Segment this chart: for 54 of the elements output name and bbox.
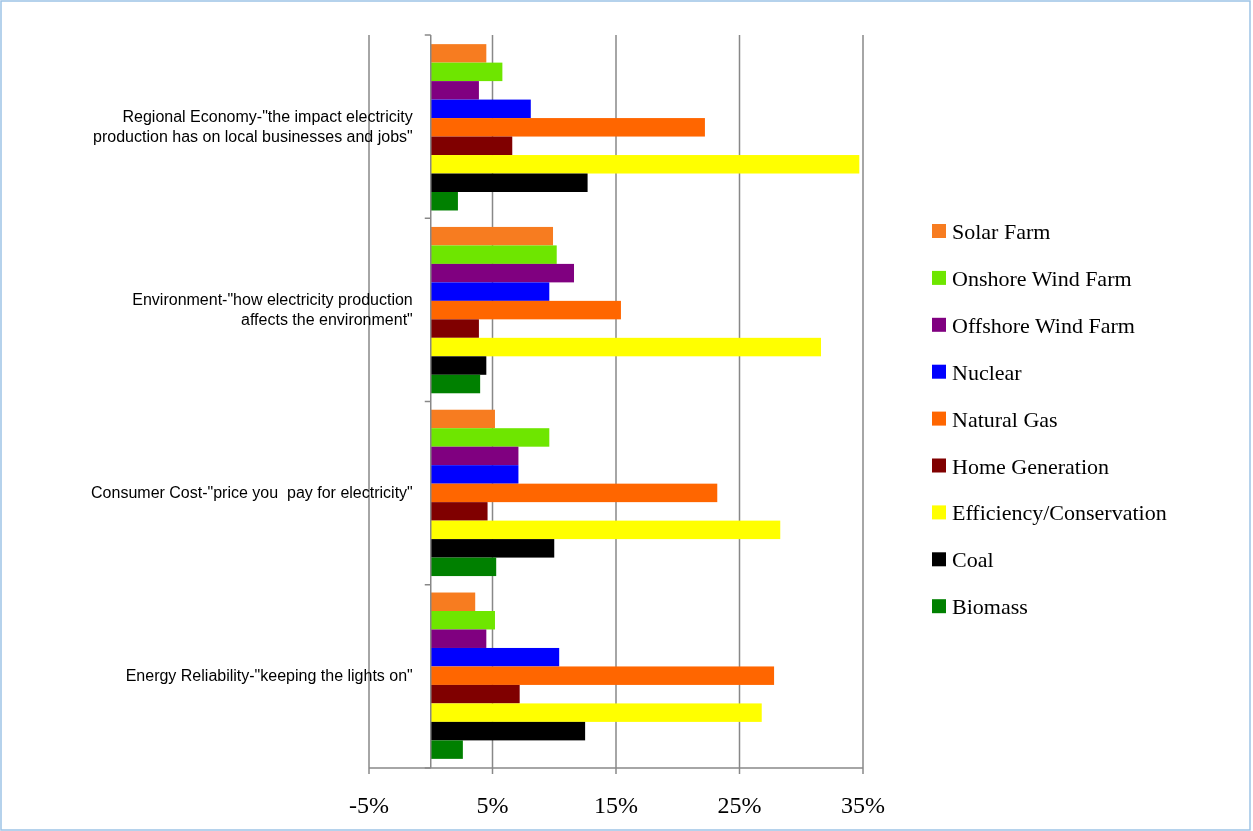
x-tick-label: -5% — [349, 792, 389, 818]
legend-label: Home Generation — [952, 453, 1109, 479]
bar — [430, 740, 463, 759]
bar — [430, 192, 458, 211]
x-tick-label: 35% — [841, 792, 885, 818]
bar — [430, 446, 519, 466]
bar — [430, 721, 586, 741]
y-tick-label: Consumer Cost-"price you pay for electricity" — [91, 483, 413, 501]
bar — [430, 611, 495, 630]
bar — [430, 502, 488, 521]
bar — [430, 629, 487, 648]
legend-label: Onshore Wind Farm — [952, 265, 1132, 291]
legend-label: Natural Gas — [952, 406, 1058, 432]
bar — [430, 666, 775, 685]
bar — [430, 155, 860, 174]
bar — [430, 118, 705, 137]
legend-label: Efficiency/Conservation — [952, 500, 1167, 526]
bar — [430, 173, 588, 192]
bar — [430, 465, 519, 484]
legend-label: Nuclear — [952, 359, 1023, 385]
x-tick-label: 5% — [476, 792, 509, 818]
y-tick-label: Regional Economy-"the impact electricity production has on local businesses and jobs" — [93, 108, 413, 146]
bar — [430, 539, 555, 558]
y-tick-label: Environment-"how electricity production affects the environment" — [132, 291, 413, 329]
x-tick-label: 15% — [594, 792, 638, 818]
legend-label: Solar Farm — [952, 219, 1051, 244]
bar — [430, 356, 487, 375]
bar — [430, 703, 762, 722]
bar — [430, 409, 495, 429]
bar — [430, 136, 513, 156]
x-tick-label: 25% — [717, 792, 762, 818]
bar — [430, 337, 822, 357]
bar — [430, 226, 554, 246]
bar — [430, 647, 560, 667]
bar — [430, 483, 718, 503]
legend-label: Biomass — [952, 594, 1028, 620]
bar — [430, 520, 781, 540]
bar — [430, 62, 503, 82]
y-tick-label: Energy Reliability-"keeping the lights on" — [125, 666, 413, 684]
bar — [430, 44, 487, 63]
bar — [430, 81, 479, 100]
bar — [430, 245, 557, 264]
legend-label: Offshore Wind Farm — [952, 312, 1135, 338]
bar — [430, 428, 550, 447]
bar — [430, 99, 531, 119]
bar — [430, 592, 476, 611]
bar — [430, 374, 481, 394]
bar — [430, 684, 520, 704]
bar — [430, 300, 621, 320]
bar — [430, 282, 550, 301]
bar — [430, 557, 497, 577]
bar — [430, 263, 575, 283]
bar — [430, 319, 479, 338]
legend-label: Coal — [952, 547, 994, 573]
